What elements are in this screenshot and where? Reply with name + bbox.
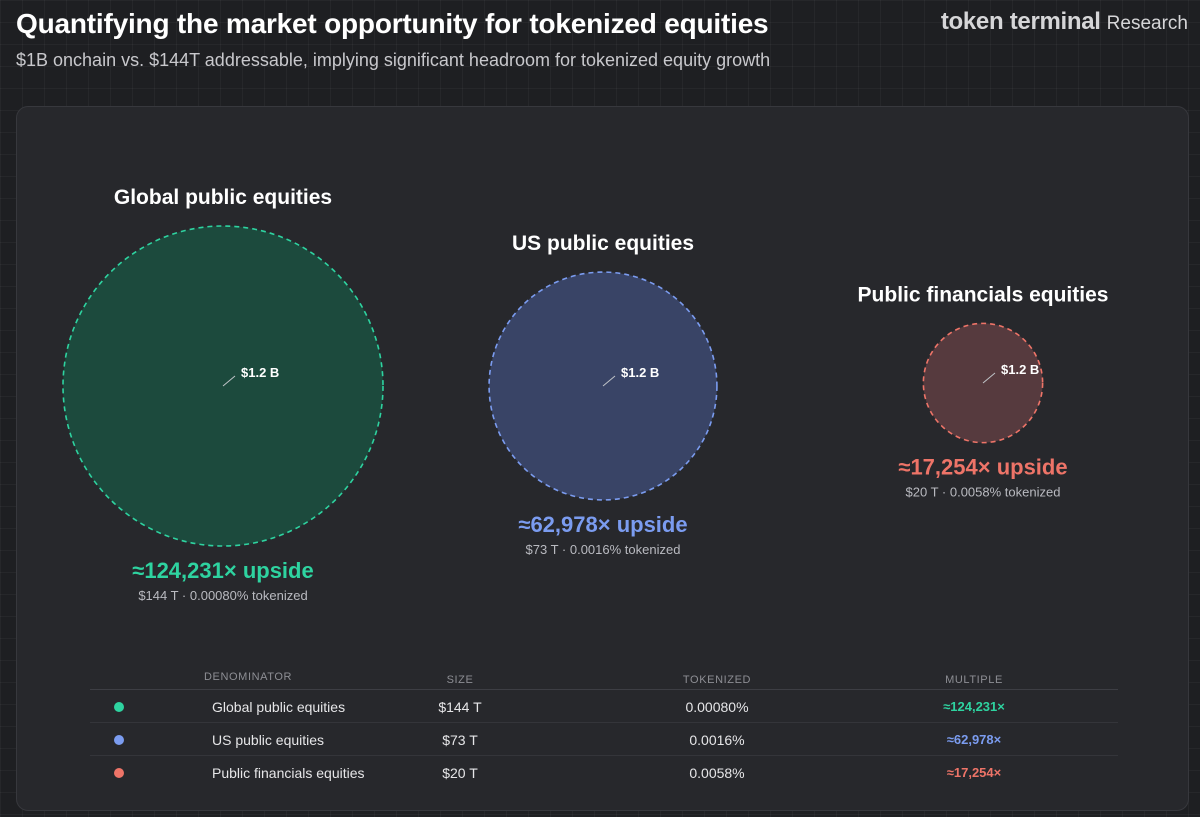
onchain-pointer-us	[602, 375, 616, 387]
onchain-label-us: $1.2 B	[621, 365, 659, 380]
onchain-pointer-global	[222, 375, 236, 387]
summary-table: DENOMINATOR SIZE TOKENIZED MULTIPLE Glob…	[90, 668, 1118, 789]
upside-label-us: ≈62,978× upside	[518, 512, 687, 537]
legend-dot-us	[114, 735, 124, 745]
row-size: $73 T	[442, 732, 478, 748]
size-tokenized-label-financials: $20 T · 0.0058% tokenized	[906, 485, 1061, 500]
size-tokenized-label-us: $73 T · 0.0016% tokenized	[526, 542, 681, 557]
header-denominator: DENOMINATOR	[204, 671, 293, 683]
table-row: Global public equities $144 T 0.00080% ≈…	[90, 690, 1118, 723]
onchain-label-global: $1.2 B	[241, 365, 279, 380]
table-header: DENOMINATOR SIZE TOKENIZED MULTIPLE	[90, 668, 1118, 690]
header-multiple: MULTIPLE	[945, 674, 1003, 686]
row-name: Global public equities	[212, 699, 346, 715]
bubble-title-global: Global public equities	[114, 186, 332, 209]
row-name: Public financials equities	[212, 765, 365, 781]
row-tokenized: 0.0016%	[689, 732, 745, 748]
bubble-title-us: US public equities	[512, 232, 694, 255]
page-title: Quantifying the market opportunity for t…	[16, 8, 769, 39]
legend-dot-financials	[114, 768, 124, 778]
row-multiple: ≈62,978×	[946, 732, 1002, 747]
row-size: $20 T	[442, 765, 478, 781]
onchain-label-financials: $1.2 B	[1001, 362, 1039, 377]
row-multiple: ≈124,231×	[943, 699, 1005, 714]
table-row: Public financials equities $20 T 0.0058%…	[90, 756, 1118, 789]
onchain-pointer-financials	[982, 372, 996, 384]
row-tokenized: 0.0058%	[689, 765, 745, 781]
legend-dot-global	[114, 702, 124, 712]
size-tokenized-label-global: $144 T · 0.00080% tokenized	[138, 588, 307, 603]
bubble-title-financials: Public financials equities	[858, 283, 1109, 306]
upside-label-global: ≈124,231× upside	[132, 558, 313, 583]
brand-name: token terminal	[940, 8, 1101, 35]
row-name: US public equities	[212, 732, 325, 748]
header-size: SIZE	[446, 674, 474, 686]
brand-suffix: Research	[1106, 13, 1188, 34]
row-tokenized: 0.00080%	[685, 699, 749, 715]
upside-label-financials: ≈17,254× upside	[898, 455, 1067, 480]
row-size: $144 T	[438, 699, 482, 715]
brand-logo: token terminal Research	[941, 8, 1188, 36]
table-row: US public equities $73 T 0.0016% ≈62,978…	[90, 723, 1118, 756]
row-multiple: ≈17,254×	[946, 765, 1002, 780]
header-tokenized: TOKENIZED	[682, 674, 752, 686]
page-subtitle: $1B onchain vs. $144T addressable, imply…	[16, 50, 771, 70]
